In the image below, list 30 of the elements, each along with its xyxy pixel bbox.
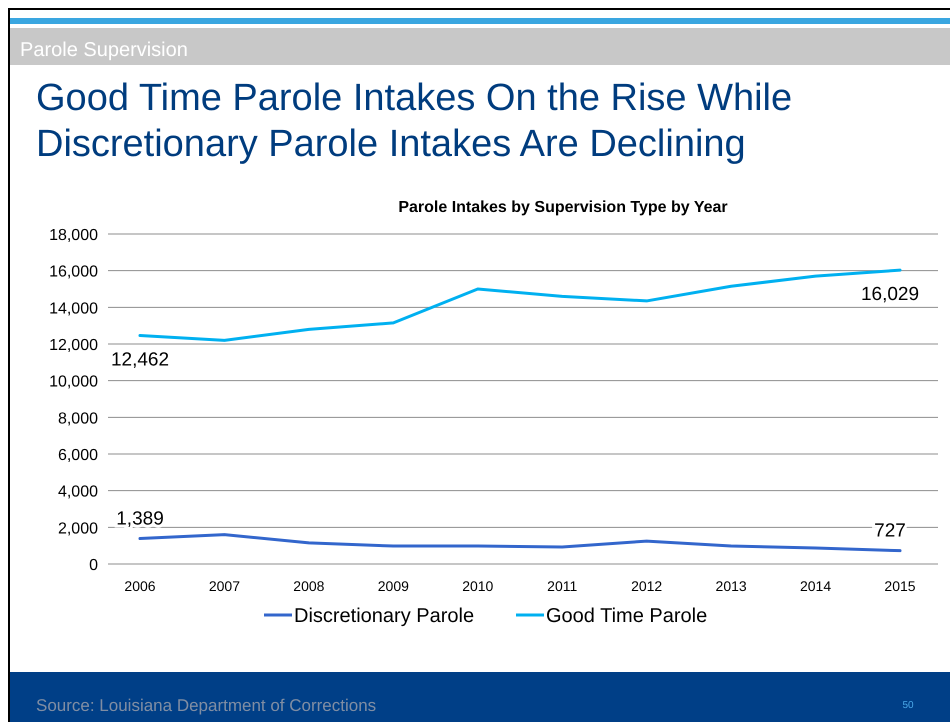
y-tick-label: 14,000 [49,300,98,318]
y-tick-label: 4,000 [58,484,98,501]
y-tick-label: 18,000 [49,227,98,244]
source-note: Source: Louisiana Department of Corrections [36,696,376,715]
x-tick-label: 2009 [378,578,410,594]
x-tick-label: 2007 [208,578,240,594]
x-tick-label: 2013 [716,578,747,594]
legend-label: Discretionary Parole [294,605,474,627]
data-label: 16,029 [860,284,920,306]
data-label: 727 [874,520,906,542]
legend-label: Good Time Parole [546,605,708,627]
x-tick-label: 2006 [124,578,156,594]
text: 50 [902,700,914,711]
data-label: 1,389 [116,508,164,530]
data-label: 12,462 [110,350,170,371]
x-tick-label: 2012 [631,578,662,594]
y-tick-label: 2,000 [58,520,98,538]
y-tick-label: 0 [89,557,98,574]
x-tick-label: 2011 [547,578,578,594]
x-tick-label: 2010 [462,578,494,594]
x-tick-label: 2015 [884,578,916,594]
y-tick-label: 6,000 [58,447,98,464]
y-tick-label: 8,000 [58,410,98,428]
x-tick-label: 2008 [293,578,325,594]
x-tick-label: 2014 [800,578,832,594]
y-tick-label: 12,000 [49,337,98,354]
chart-subtitle: Parole Intakes by Supervision Type by Year [398,199,728,216]
y-tick-label: 16,000 [49,264,98,281]
y-tick-label: 10,000 [49,374,98,391]
chart-title: Good Time Parole Intakes On the Rise While Discretionary Parole Intakes Are Declining [36,77,792,165]
